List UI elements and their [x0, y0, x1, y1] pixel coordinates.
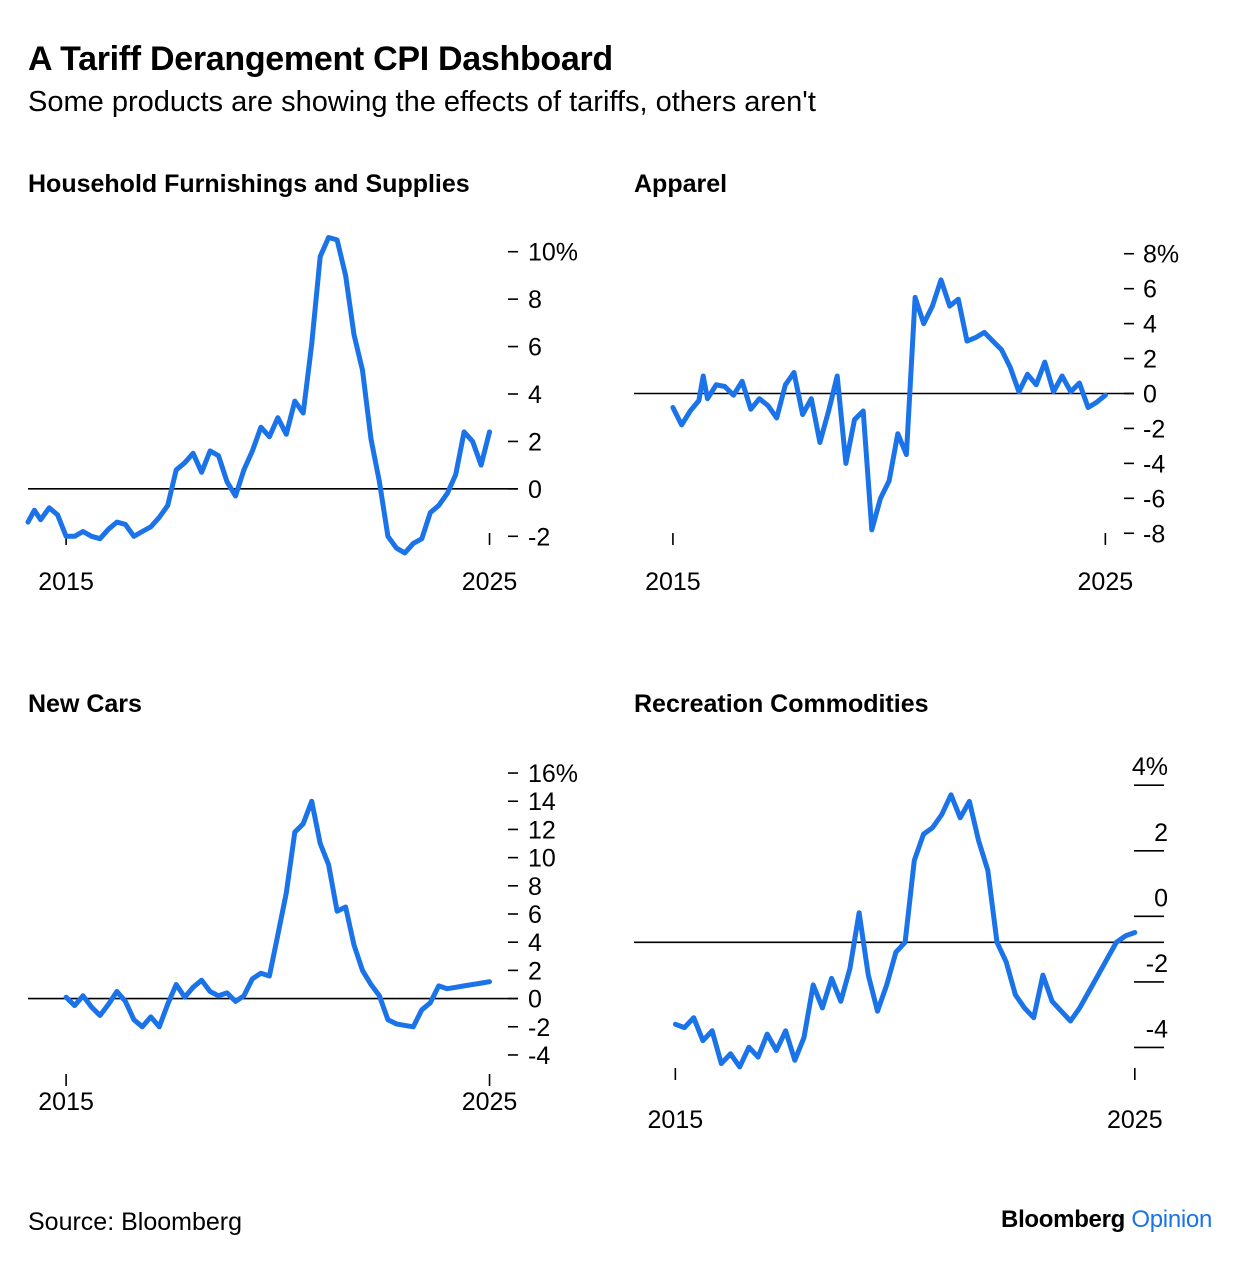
y-tick-label: 8: [528, 873, 542, 901]
brand-primary: Bloomberg: [1001, 1206, 1125, 1233]
page-subtitle: Some products are showing the effects of…: [28, 86, 816, 118]
chart-panel-recreation-commodities: Recreation Commodities 4% 2 0 -2 -4 2015 2025: [634, 690, 1234, 1190]
y-tick-label: -6: [1143, 485, 1165, 513]
y-tick-label: 2: [1154, 819, 1168, 847]
y-tick-label: 4%: [1132, 753, 1168, 781]
y-tick-label: 4: [528, 381, 542, 409]
y-tick-label: 10%: [528, 239, 578, 267]
series-line: [63, 798, 492, 1030]
brand-logo: Bloomberg Opinion: [1001, 1206, 1212, 1234]
y-tick-label: -4: [1146, 1015, 1168, 1043]
y-tick-label: 0: [528, 476, 542, 504]
series-line: [672, 792, 1138, 1070]
series-line: [670, 277, 1108, 533]
chart-title: Apparel: [634, 170, 728, 198]
x-tick-label: 2015: [648, 1106, 704, 1134]
y-tick-label: 4: [528, 929, 542, 957]
x-tick-label: 2025: [462, 1088, 518, 1116]
chart-apparel: 8% 6 4 2 0 -2 -4 -6 -8 2015 2025: [634, 241, 1179, 596]
x-tick-label: 2025: [1078, 568, 1134, 596]
y-tick-label: 4: [1143, 311, 1157, 339]
y-tick-label: 0: [1143, 381, 1157, 409]
brand-secondary: Opinion: [1131, 1206, 1212, 1233]
chart-recreation-commodities: 4% 2 0 -2 -4 2015 2025: [634, 753, 1168, 1134]
y-tick-label: -2: [528, 1014, 550, 1042]
y-tick-label: 2: [528, 428, 542, 456]
y-tick-label: -8: [1143, 520, 1165, 548]
x-tick-label: 2025: [1107, 1106, 1163, 1134]
y-tick-label: 6: [528, 334, 542, 362]
y-tick-label: 2: [1143, 346, 1157, 374]
y-tick-label: -2: [1143, 415, 1165, 443]
chart-title: New Cars: [28, 690, 142, 718]
y-tick-label: -4: [528, 1042, 550, 1070]
chart-panel-apparel: Apparel 8% 6 4 2 0 -2 -4 -6 -8 2015 2025: [634, 170, 1234, 670]
y-tick-label: 2: [528, 957, 542, 985]
series-line: [25, 235, 492, 556]
y-tick-label: 12: [528, 816, 556, 844]
chart-title: Household Furnishings and Supplies: [28, 170, 470, 198]
x-tick-label: 2015: [38, 1088, 94, 1116]
y-tick-label: -2: [1146, 950, 1168, 978]
chart-household-furnishings: 10% 8 6 4 2 0 -2 2015 2025: [25, 235, 578, 596]
chart-panel-new-cars: New Cars 16% 14 12 10 8 6 4 2 0 -2 -4 2015 2025: [28, 690, 628, 1190]
x-tick-label: 2015: [38, 568, 94, 596]
y-tick-label: -2: [528, 523, 550, 551]
y-tick-label: 16%: [528, 760, 578, 788]
source-note: Source: Bloomberg: [28, 1208, 243, 1236]
y-tick-label: 14: [528, 788, 556, 816]
x-tick-label: 2015: [645, 568, 701, 596]
y-tick-label: 10: [528, 845, 556, 873]
y-tick-label: -4: [1143, 450, 1165, 478]
y-tick-label: 8: [528, 286, 542, 314]
chart-panel-household-furnishings: Household Furnishings and Supplies 10% 8 6…: [25, 170, 628, 670]
y-tick-label: 8%: [1143, 241, 1179, 269]
y-tick-label: 6: [1143, 276, 1157, 304]
y-tick-label: 0: [1154, 884, 1168, 912]
y-tick-label: 0: [528, 986, 542, 1014]
y-tick-label: 6: [528, 901, 542, 929]
chart-title: Recreation Commodities: [634, 690, 929, 718]
page-title: A Tariff Derangement CPI Dashboard: [28, 40, 613, 78]
x-tick-label: 2025: [462, 568, 518, 596]
